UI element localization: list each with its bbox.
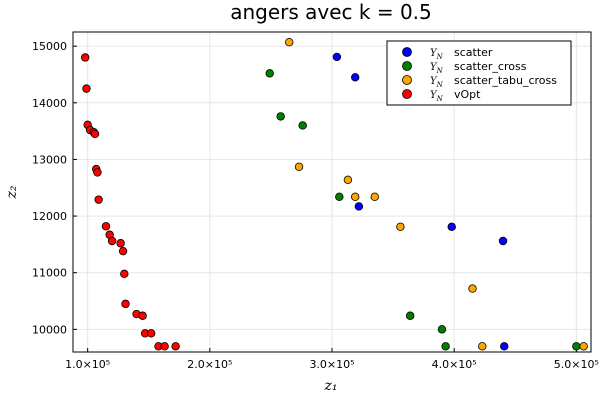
legend-symbol: YN [430, 76, 444, 89]
legend-symbol-sub: N [436, 53, 444, 61]
x-tick-label: 1.0×10⁵ [65, 358, 110, 371]
legend-marker [402, 89, 412, 99]
data-point [579, 342, 588, 351]
data-point [441, 342, 450, 351]
data-point [93, 168, 102, 177]
data-point [343, 175, 353, 185]
y-tick-label: 12000 [32, 210, 67, 223]
x-axis-label: z₁ [324, 378, 338, 394]
legend-marker [402, 61, 412, 71]
data-point [351, 192, 360, 202]
series-0 [332, 52, 509, 351]
legend-box [386, 40, 572, 106]
legend-symbol-sub: N [436, 67, 444, 75]
legend-symbol-main: Y [430, 76, 438, 87]
series-2 [285, 37, 588, 351]
x-tick-label: 5.0×10⁵ [554, 358, 599, 371]
y-tick-label: 14000 [32, 97, 67, 110]
x-tick-label: 4.0×10⁵ [432, 358, 477, 371]
data-point [468, 284, 477, 293]
series-3 [81, 53, 180, 351]
data-point [285, 37, 294, 47]
data-point [118, 246, 128, 256]
data-point [120, 269, 129, 279]
data-point [437, 325, 447, 334]
series-1 [265, 69, 581, 351]
data-point [171, 342, 180, 351]
data-point [351, 73, 360, 82]
legend-symbol: YN [430, 62, 444, 75]
data-point [146, 329, 156, 338]
data-point [478, 342, 487, 351]
data-point [396, 222, 405, 232]
data-point [82, 84, 91, 93]
legend-marker [402, 75, 412, 85]
x-tick-label: 3.0×10⁵ [309, 358, 354, 371]
data-point [116, 239, 125, 248]
x-tick-label: 2.0×10⁵ [187, 358, 232, 371]
y-axis-label: z₂ [4, 185, 20, 199]
data-point [160, 342, 169, 351]
data-point [121, 299, 130, 309]
data-point [498, 236, 508, 246]
legend-symbol-sub: N [436, 95, 444, 103]
data-point [107, 236, 117, 246]
y-tick-label: 10000 [32, 323, 67, 336]
y-tick-label: 15000 [32, 40, 67, 53]
data-point [572, 342, 581, 351]
legend-marker [402, 47, 412, 57]
data-point [298, 121, 307, 130]
legend-label: scatter [454, 46, 493, 59]
legend-symbol: YN [430, 48, 444, 61]
data-point [94, 195, 103, 204]
data-point [370, 192, 379, 202]
data-points [81, 37, 588, 351]
data-point [294, 162, 304, 171]
legend-symbol: YN [430, 90, 444, 103]
data-point [101, 222, 111, 231]
legend-symbol-main: Y [430, 62, 438, 73]
axis-ticks: 1.0×10⁵ 2.0×10⁵ 3.0×10⁵ 4.0×10⁵ 5.0×10⁵ 10000… [32, 40, 599, 371]
data-point [447, 222, 456, 232]
y-tick-label: 13000 [32, 153, 67, 166]
legend-symbol-main: Y [430, 90, 438, 101]
data-point [90, 129, 100, 139]
legend-label: vOpt [454, 88, 481, 101]
data-point [500, 342, 509, 351]
data-point [335, 192, 344, 202]
data-point [81, 53, 90, 62]
y-tick-label: 11000 [32, 267, 67, 280]
data-point [138, 311, 147, 320]
chart-title: angers avec k = 0.5 [230, 0, 432, 24]
legend-symbol-main: Y [430, 48, 438, 59]
legend-label: scatter_cross [454, 60, 527, 73]
data-point [405, 311, 415, 320]
legend-label: scatter_tabu_cross [454, 74, 557, 87]
data-point [265, 69, 274, 78]
data-point [332, 52, 342, 62]
data-point [276, 112, 285, 121]
data-point [354, 202, 364, 211]
legend-symbol-sub: N [436, 81, 444, 89]
